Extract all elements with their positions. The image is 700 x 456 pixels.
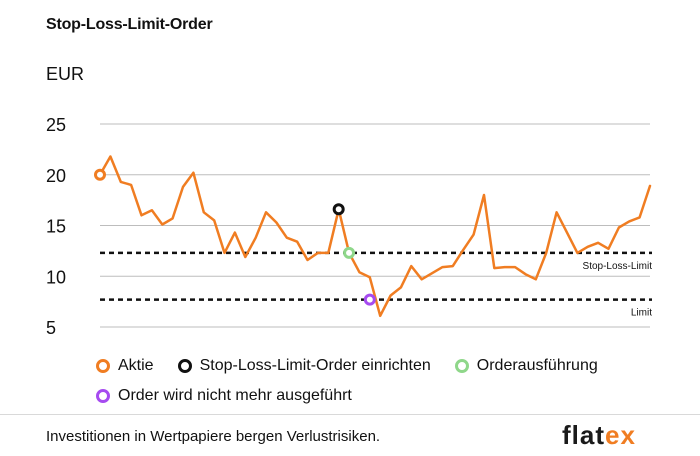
legend-marker-order-einrichten <box>177 359 192 373</box>
legend-item-orderausfuehrung: Orderausführung <box>454 357 598 375</box>
y-tick-15: 15 <box>46 217 66 237</box>
y-tick-25: 25 <box>46 115 66 135</box>
legend-item-order-einrichten: Stop-Loss-Limit-Order einrichten <box>177 357 431 375</box>
disclaimer-text: Investitionen in Wertpapiere bergen Verl… <box>46 428 381 445</box>
legend: Aktie Stop-Loss-Limit-Order einrichten O… <box>96 354 622 414</box>
marker-orderausfuehrung <box>343 246 356 259</box>
y-axis-unit: EUR <box>46 64 85 84</box>
legend-marker-nicht-ausgefuehrt <box>96 389 110 403</box>
legend-label-nicht-ausgefuehrt: Order wird nicht mehr ausgeführt <box>118 387 352 404</box>
legend-label-orderausfuehrung: Orderausführung <box>476 357 598 374</box>
marker-nicht-ausgefuehrt <box>363 293 376 306</box>
y-tick-5: 5 <box>46 318 56 338</box>
legend-label-aktie: Aktie <box>118 357 154 374</box>
series-lines <box>98 155 652 318</box>
legend-item-aktie: Aktie <box>96 357 154 375</box>
series-line-aktie <box>98 155 652 318</box>
reference-lines: Stop-Loss-Limit Limit <box>100 251 653 319</box>
legend-row: Order wird nicht mehr ausgeführt <box>96 384 622 408</box>
chart-title: Stop-Loss-Limit-Order <box>46 16 213 33</box>
legend-marker-orderausfuehrung <box>454 359 469 373</box>
reference-label-stop-loss: Stop-Loss-Limit <box>583 261 653 272</box>
marker-aktie <box>94 168 106 181</box>
legend-item-nicht-ausgefuehrt: Order wird nicht mehr ausgeführt <box>96 387 352 405</box>
marker-order-einrichten <box>332 203 345 216</box>
event-markers <box>94 168 376 306</box>
y-tick-labels: 5 10 15 20 25 <box>46 115 66 338</box>
flatex-logo: flatex <box>562 420 636 451</box>
legend-row: Aktie Stop-Loss-Limit-Order einrichten O… <box>96 354 622 378</box>
legend-label-order-einrichten: Stop-Loss-Limit-Order einrichten <box>199 357 431 374</box>
logo-text: flat <box>562 420 605 450</box>
footer-divider <box>0 414 700 415</box>
reference-label-limit: Limit <box>631 308 652 319</box>
logo-accent: ex <box>605 420 636 450</box>
legend-marker-aktie <box>96 359 110 373</box>
y-tick-10: 10 <box>46 267 66 287</box>
y-tick-20: 20 <box>46 166 66 186</box>
